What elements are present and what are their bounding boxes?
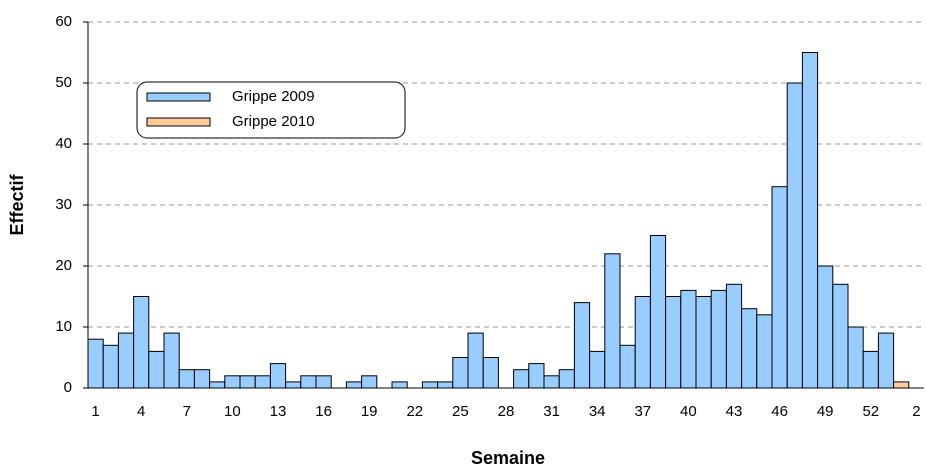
bar (285, 381, 302, 389)
bar (786, 82, 803, 389)
bar (558, 369, 575, 389)
bar (209, 381, 226, 389)
x-tick-label: 7 (183, 403, 191, 420)
bar (847, 326, 864, 389)
legend-label: Grippe 2009 (232, 88, 315, 105)
bar (573, 302, 591, 389)
x-tick-label: 37 (634, 403, 651, 420)
x-tick-label: 19 (361, 403, 378, 420)
x-tick-label: 13 (270, 403, 287, 420)
bar (817, 265, 834, 389)
x-tick-label: 46 (771, 403, 788, 420)
x-tick-label: 34 (589, 403, 606, 420)
bar (421, 381, 439, 389)
bar (391, 381, 408, 389)
bar (315, 375, 332, 389)
bar (695, 296, 712, 389)
bar (771, 186, 788, 389)
x-tick-label: 25 (452, 403, 469, 420)
bar (467, 332, 484, 389)
x-tick-label: 28 (498, 403, 515, 420)
y-tick-label: 20 (55, 257, 72, 274)
x-tick-label: 43 (726, 403, 743, 420)
bar (224, 375, 241, 389)
bar (361, 375, 378, 389)
bar (604, 253, 621, 389)
bar (832, 283, 849, 389)
bar (741, 308, 758, 389)
y-tick-label: 10 (55, 318, 72, 335)
y-tick-label: 30 (55, 196, 72, 213)
bar (345, 381, 363, 389)
x-tick-label: 52 (862, 403, 879, 420)
bar (239, 375, 256, 389)
bar (801, 52, 819, 389)
bar (619, 344, 636, 389)
bar (725, 283, 743, 389)
y-tick-label: 40 (55, 135, 72, 152)
y-tick-label: 0 (64, 379, 72, 396)
bar (102, 344, 119, 389)
bar (710, 289, 727, 389)
y-axis-title: Effectif (7, 173, 27, 235)
bar (665, 296, 682, 389)
bar (148, 350, 165, 389)
x-tick-label: 31 (543, 403, 560, 420)
x-tick-label: 4 (137, 403, 145, 420)
bar (87, 338, 104, 389)
y-tick-label: 60 (55, 13, 72, 30)
legend-swatch (146, 92, 211, 102)
x-tick-label: 2 (912, 403, 920, 420)
bar (680, 289, 697, 389)
x-tick-label: 10 (224, 403, 241, 420)
bar (543, 375, 560, 389)
bar (163, 332, 180, 389)
bar (513, 369, 530, 389)
bar (893, 381, 910, 389)
bar (482, 357, 499, 389)
x-tick-label: 40 (680, 403, 697, 420)
bar (756, 314, 773, 389)
legend-swatch (146, 117, 211, 127)
bar (178, 369, 195, 389)
x-tick-label: 49 (817, 403, 834, 420)
bar (528, 363, 545, 389)
bar (452, 357, 469, 389)
bar (133, 296, 150, 389)
legend-label: Grippe 2010 (232, 113, 315, 130)
bar (193, 369, 211, 389)
bar (300, 375, 317, 389)
bar (269, 363, 287, 389)
x-axis-title: Semaine (471, 448, 545, 468)
bar (877, 332, 895, 389)
x-tick-label: 16 (315, 403, 332, 420)
x-tick-label: 22 (406, 403, 423, 420)
y-tick-label: 50 (55, 74, 72, 91)
bar (254, 375, 271, 389)
bar (649, 235, 667, 389)
bar (862, 350, 879, 389)
bar (634, 296, 651, 389)
bar (437, 381, 454, 389)
x-tick-label: 1 (91, 403, 99, 420)
bar (589, 350, 606, 389)
bar (117, 332, 135, 389)
